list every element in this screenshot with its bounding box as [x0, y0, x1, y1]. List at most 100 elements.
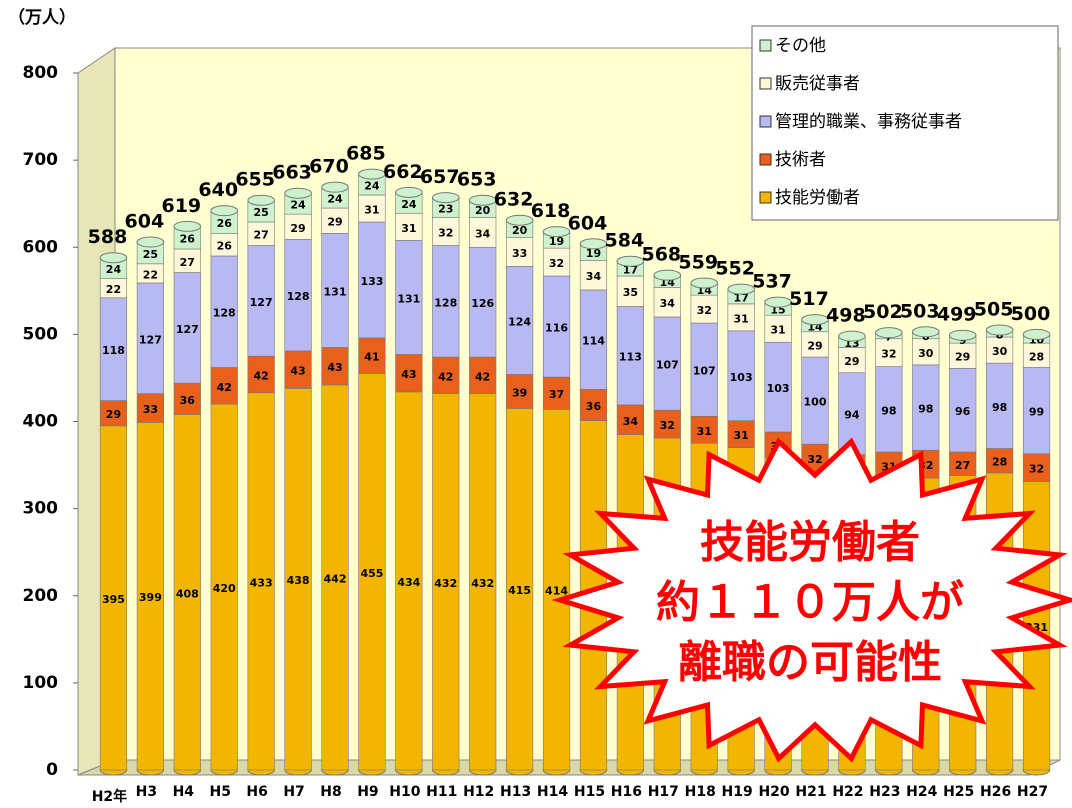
chart: （万人） 0100200300400500600700800H2年3952911…: [0, 0, 1072, 808]
total-label: 503: [900, 300, 940, 322]
data-label: 42: [217, 381, 232, 394]
bar-cap: [839, 331, 866, 341]
x-tick-label: H3: [136, 784, 157, 800]
data-label: 31: [733, 312, 748, 325]
data-label: 24: [290, 199, 306, 212]
total-label: 498: [826, 305, 866, 327]
data-label: 33: [512, 247, 527, 260]
data-label: 43: [290, 365, 305, 378]
total-label: 619: [161, 195, 201, 217]
data-label: 28: [1029, 350, 1044, 363]
data-label: 24: [364, 180, 380, 193]
legend-swatch: [760, 78, 771, 89]
total-label: 604: [125, 211, 165, 233]
bar-cap: [100, 253, 127, 263]
bar-cap: [359, 169, 386, 179]
data-label: 395: [102, 593, 125, 606]
total-label: 505: [974, 299, 1014, 321]
total-label: 568: [641, 244, 681, 266]
data-label: 32: [549, 257, 564, 270]
total-label: 500: [1011, 303, 1051, 325]
bar-cap: [543, 227, 570, 237]
x-tick-label: H22: [832, 784, 863, 800]
total-label: 657: [420, 166, 460, 188]
data-label: 433: [250, 576, 273, 589]
data-label: 31: [770, 324, 785, 337]
bar-cap: [396, 187, 423, 197]
total-label: 552: [715, 258, 755, 280]
bar-cap: [949, 330, 976, 340]
y-tick-label: 400: [23, 412, 59, 432]
bar-cap: [765, 297, 792, 307]
bar-cap: [986, 325, 1013, 335]
total-label: 604: [568, 212, 608, 234]
data-label: 127: [139, 333, 162, 346]
y-axis-label: （万人）: [8, 7, 76, 28]
bar-cap: [322, 182, 349, 192]
legend-swatch: [760, 192, 771, 203]
data-label: 31: [401, 222, 416, 235]
total-label: 685: [346, 143, 386, 165]
data-label: 442: [324, 572, 347, 585]
data-label: 113: [619, 351, 642, 364]
data-label: 32: [438, 227, 453, 240]
total-label: 640: [198, 179, 238, 201]
x-tick-label: H21: [795, 784, 826, 800]
legend-label: 技術者: [775, 150, 826, 170]
bar-cap: [802, 315, 829, 325]
x-tick-label: H11: [426, 784, 457, 800]
data-label: 31: [364, 203, 379, 216]
x-tick-label: H6: [246, 784, 267, 800]
data-label: 26: [180, 233, 196, 246]
data-label: 98: [992, 401, 1007, 414]
y-tick-label: 300: [23, 499, 59, 519]
data-label: 24: [106, 263, 122, 276]
data-label: 126: [471, 297, 494, 310]
data-label: 35: [623, 286, 638, 299]
total-label: 588: [88, 226, 128, 248]
total-label: 517: [789, 288, 829, 310]
data-label: 43: [401, 368, 416, 381]
data-label: 27: [955, 459, 970, 472]
data-label: 31: [697, 425, 712, 438]
bar-cap: [285, 188, 312, 198]
x-tick-label: H4: [173, 784, 195, 800]
y-tick-label: 0: [46, 760, 58, 780]
data-label: 42: [438, 370, 453, 383]
x-tick-label: H20: [758, 784, 789, 800]
data-label: 30: [918, 347, 934, 360]
x-tick-label: H14: [537, 784, 568, 800]
y-tick-label: 600: [23, 237, 59, 257]
data-label: 128: [287, 290, 310, 303]
legend-label: 技能労働者: [775, 188, 860, 208]
total-label: 584: [605, 230, 645, 252]
data-label: 414: [545, 585, 568, 598]
data-label: 26: [217, 240, 233, 253]
data-label: 107: [693, 365, 716, 378]
total-label: 632: [494, 189, 534, 211]
data-label: 98: [918, 403, 933, 416]
data-label: 128: [213, 307, 236, 320]
data-label: 100: [804, 396, 827, 409]
data-label: 34: [623, 415, 639, 428]
data-label: 37: [549, 388, 564, 401]
total-label: 670: [309, 156, 349, 178]
bar-cap: [912, 327, 939, 337]
x-tick-label: H15: [574, 784, 605, 800]
data-label: 36: [586, 400, 602, 413]
x-tick-label: H7: [283, 784, 304, 800]
x-tick-label: H16: [611, 784, 642, 800]
total-label: 618: [531, 200, 571, 222]
data-label: 25: [253, 206, 268, 219]
legend-label: 販売従事者: [775, 74, 860, 94]
x-tick-label: H9: [357, 784, 378, 800]
data-label: 133: [360, 275, 383, 288]
data-label: 42: [253, 369, 268, 382]
data-label: 20: [475, 204, 491, 217]
data-label: 99: [1029, 406, 1044, 419]
total-label: 653: [457, 169, 497, 191]
total-label: 537: [752, 271, 792, 293]
x-tick-label: H10: [389, 784, 420, 800]
data-label: 26: [217, 217, 233, 230]
data-label: 27: [180, 256, 195, 269]
